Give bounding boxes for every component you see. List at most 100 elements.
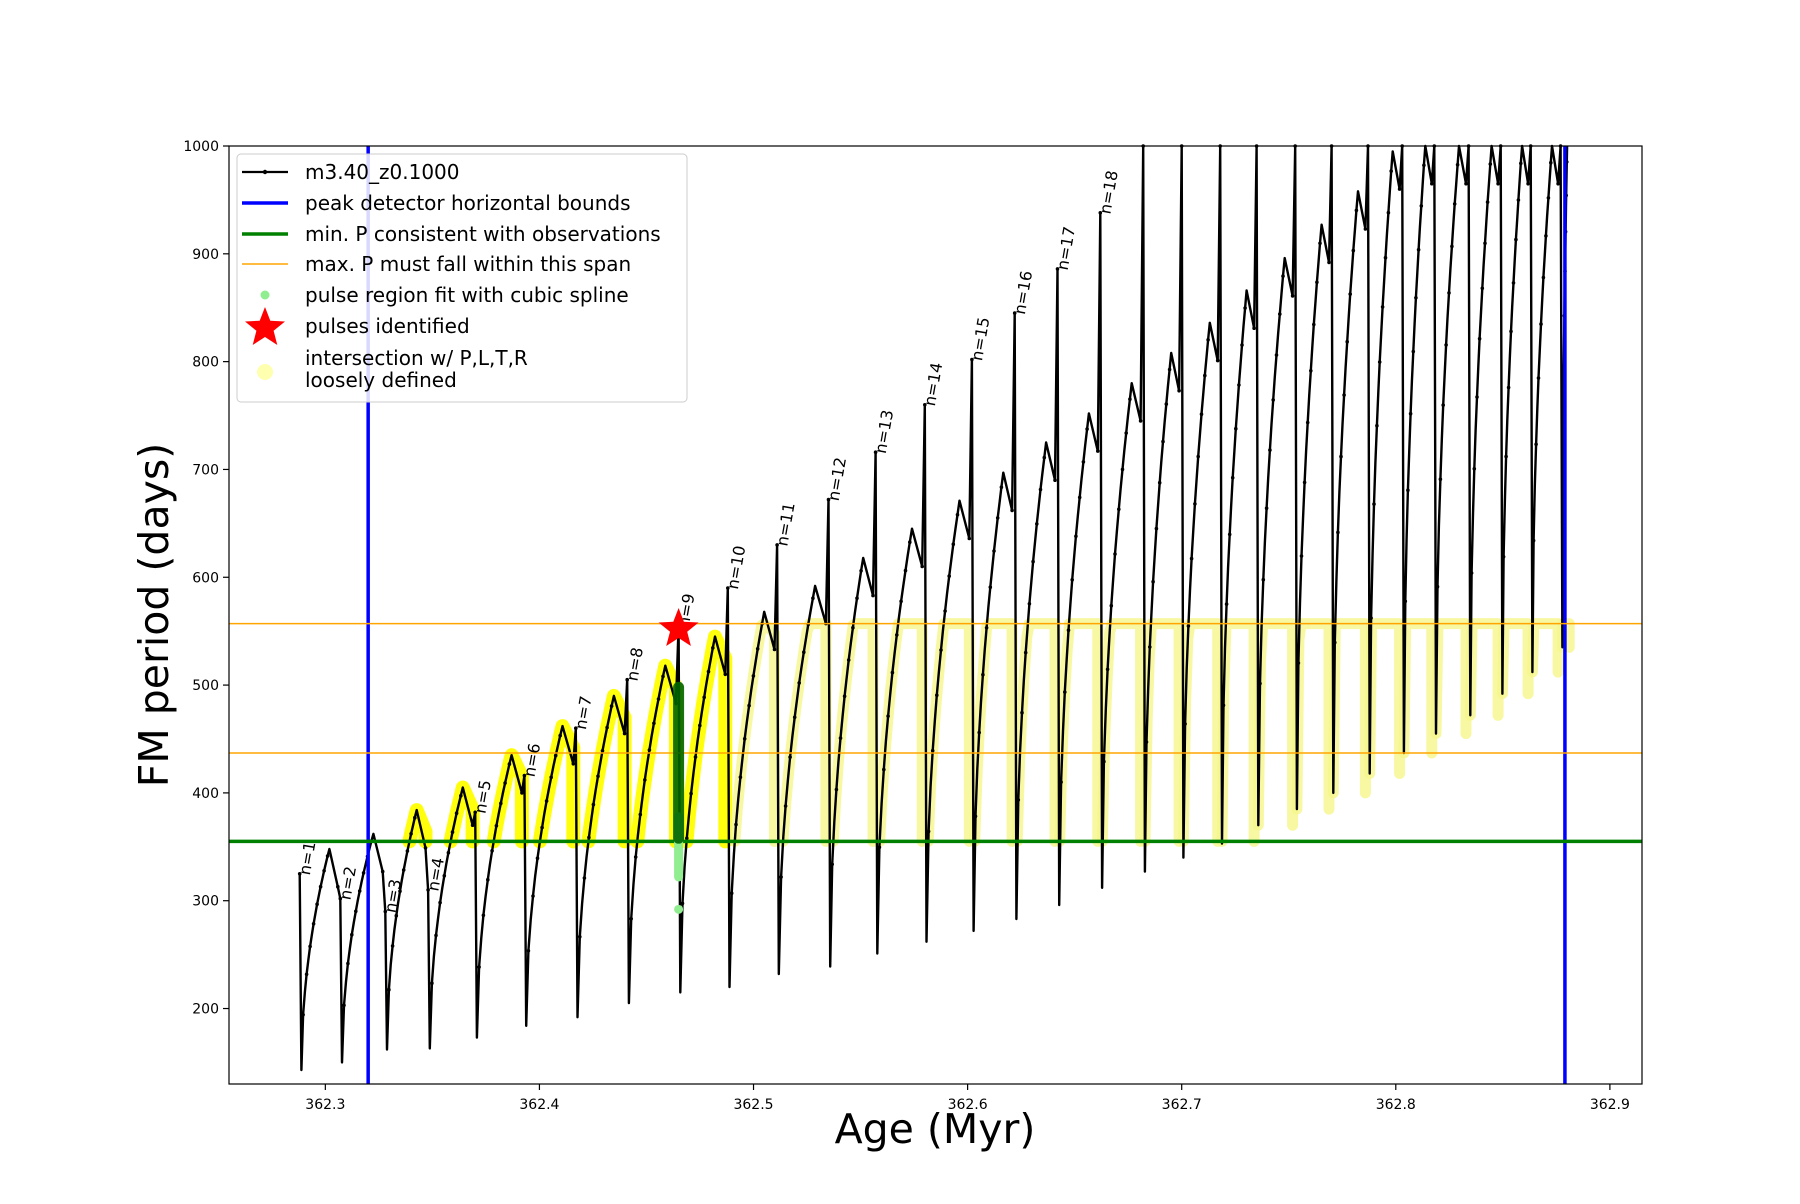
series-point	[450, 830, 455, 834]
series-point	[1113, 552, 1117, 556]
series-point	[1414, 296, 1418, 300]
series-point	[540, 825, 544, 830]
series-point	[1472, 467, 1477, 471]
series-point	[401, 868, 406, 872]
series-point	[1377, 360, 1382, 364]
series-point	[1120, 467, 1125, 472]
series-point	[955, 512, 960, 517]
series-point	[470, 823, 475, 827]
series-point	[1336, 530, 1340, 535]
series-point	[1327, 260, 1331, 265]
series-point	[643, 778, 647, 782]
series-point	[1309, 369, 1313, 373]
series-point	[755, 647, 760, 651]
x-tick-label: 362.9	[1590, 1097, 1630, 1113]
series-point	[1536, 376, 1541, 380]
series-point	[920, 564, 924, 569]
series-point	[1544, 234, 1548, 238]
series-point	[775, 543, 779, 547]
series-point	[1221, 703, 1226, 708]
x-tick-label: 362.7	[1162, 1097, 1202, 1113]
series-point	[398, 889, 402, 893]
series-point	[1455, 162, 1460, 167]
y-tick-label: 200	[192, 1002, 219, 1018]
series-point	[685, 836, 689, 841]
spline-fit-layer	[673, 681, 685, 914]
series-point	[1556, 181, 1560, 186]
series-point	[1027, 602, 1032, 606]
series-point	[1268, 448, 1272, 452]
series-point	[783, 804, 788, 808]
series-point	[322, 869, 326, 873]
series-point	[526, 949, 531, 953]
series-point	[591, 802, 596, 807]
series-point	[1339, 454, 1343, 459]
series-point	[522, 773, 527, 778]
legend-dot-icon	[262, 169, 268, 175]
x-tick-label: 362.6	[948, 1097, 988, 1113]
series-point	[354, 909, 358, 914]
series-point	[304, 972, 309, 977]
series-point	[587, 835, 591, 840]
series-point	[1483, 241, 1487, 246]
series-point	[350, 932, 354, 937]
series-point	[558, 733, 562, 738]
series-point	[1354, 208, 1359, 213]
series-line	[298, 144, 1569, 1072]
series-point	[680, 901, 685, 906]
series-point	[383, 909, 388, 914]
series-point	[1281, 274, 1285, 278]
series-point	[1488, 162, 1493, 166]
series-point	[481, 913, 486, 918]
y-tick-label: 800	[192, 355, 219, 371]
series-point	[738, 775, 743, 779]
series-point	[596, 774, 600, 778]
series-point	[1441, 403, 1445, 407]
series-point	[1504, 454, 1508, 459]
series-point	[346, 961, 350, 966]
series-point	[1177, 388, 1181, 393]
series-point	[984, 626, 989, 630]
series-point	[992, 549, 996, 553]
series-point	[834, 787, 839, 792]
series-point	[930, 748, 935, 753]
series-point	[792, 715, 797, 720]
series-point	[1035, 522, 1039, 526]
series-point	[1227, 532, 1232, 537]
series-point	[454, 811, 459, 815]
series-point	[622, 731, 627, 736]
series-point	[1430, 181, 1434, 186]
series-point	[1012, 311, 1017, 315]
series-point	[394, 913, 399, 918]
series-point	[1511, 281, 1516, 285]
series-point	[873, 450, 878, 455]
series-point	[706, 669, 711, 674]
legend-dot-icon	[257, 364, 273, 380]
series-point	[1240, 343, 1244, 347]
series-point	[729, 891, 734, 895]
series-point	[1016, 798, 1021, 802]
series-point	[1369, 616, 1373, 620]
series-point	[886, 714, 890, 718]
series-point	[1375, 423, 1379, 428]
series-point	[315, 902, 319, 906]
series-point	[1203, 373, 1207, 378]
series-point	[357, 889, 362, 893]
series-point	[652, 721, 656, 726]
series-point	[1526, 181, 1530, 186]
legend-star-icon	[245, 307, 285, 345]
x-tick-label: 362.8	[1376, 1097, 1416, 1113]
series-point	[826, 497, 831, 502]
series-point	[830, 862, 834, 867]
series-point	[1541, 275, 1546, 280]
series-point	[1549, 160, 1553, 165]
series-point	[520, 791, 524, 795]
legend-label: max. P must fall within this span	[305, 252, 631, 276]
series-point	[967, 536, 972, 541]
series-point	[342, 1003, 346, 1008]
series-point	[1501, 555, 1506, 559]
series-point	[751, 674, 756, 678]
series-point	[846, 658, 851, 662]
series-point	[1261, 577, 1266, 582]
identified-pulse-star	[658, 608, 699, 646]
